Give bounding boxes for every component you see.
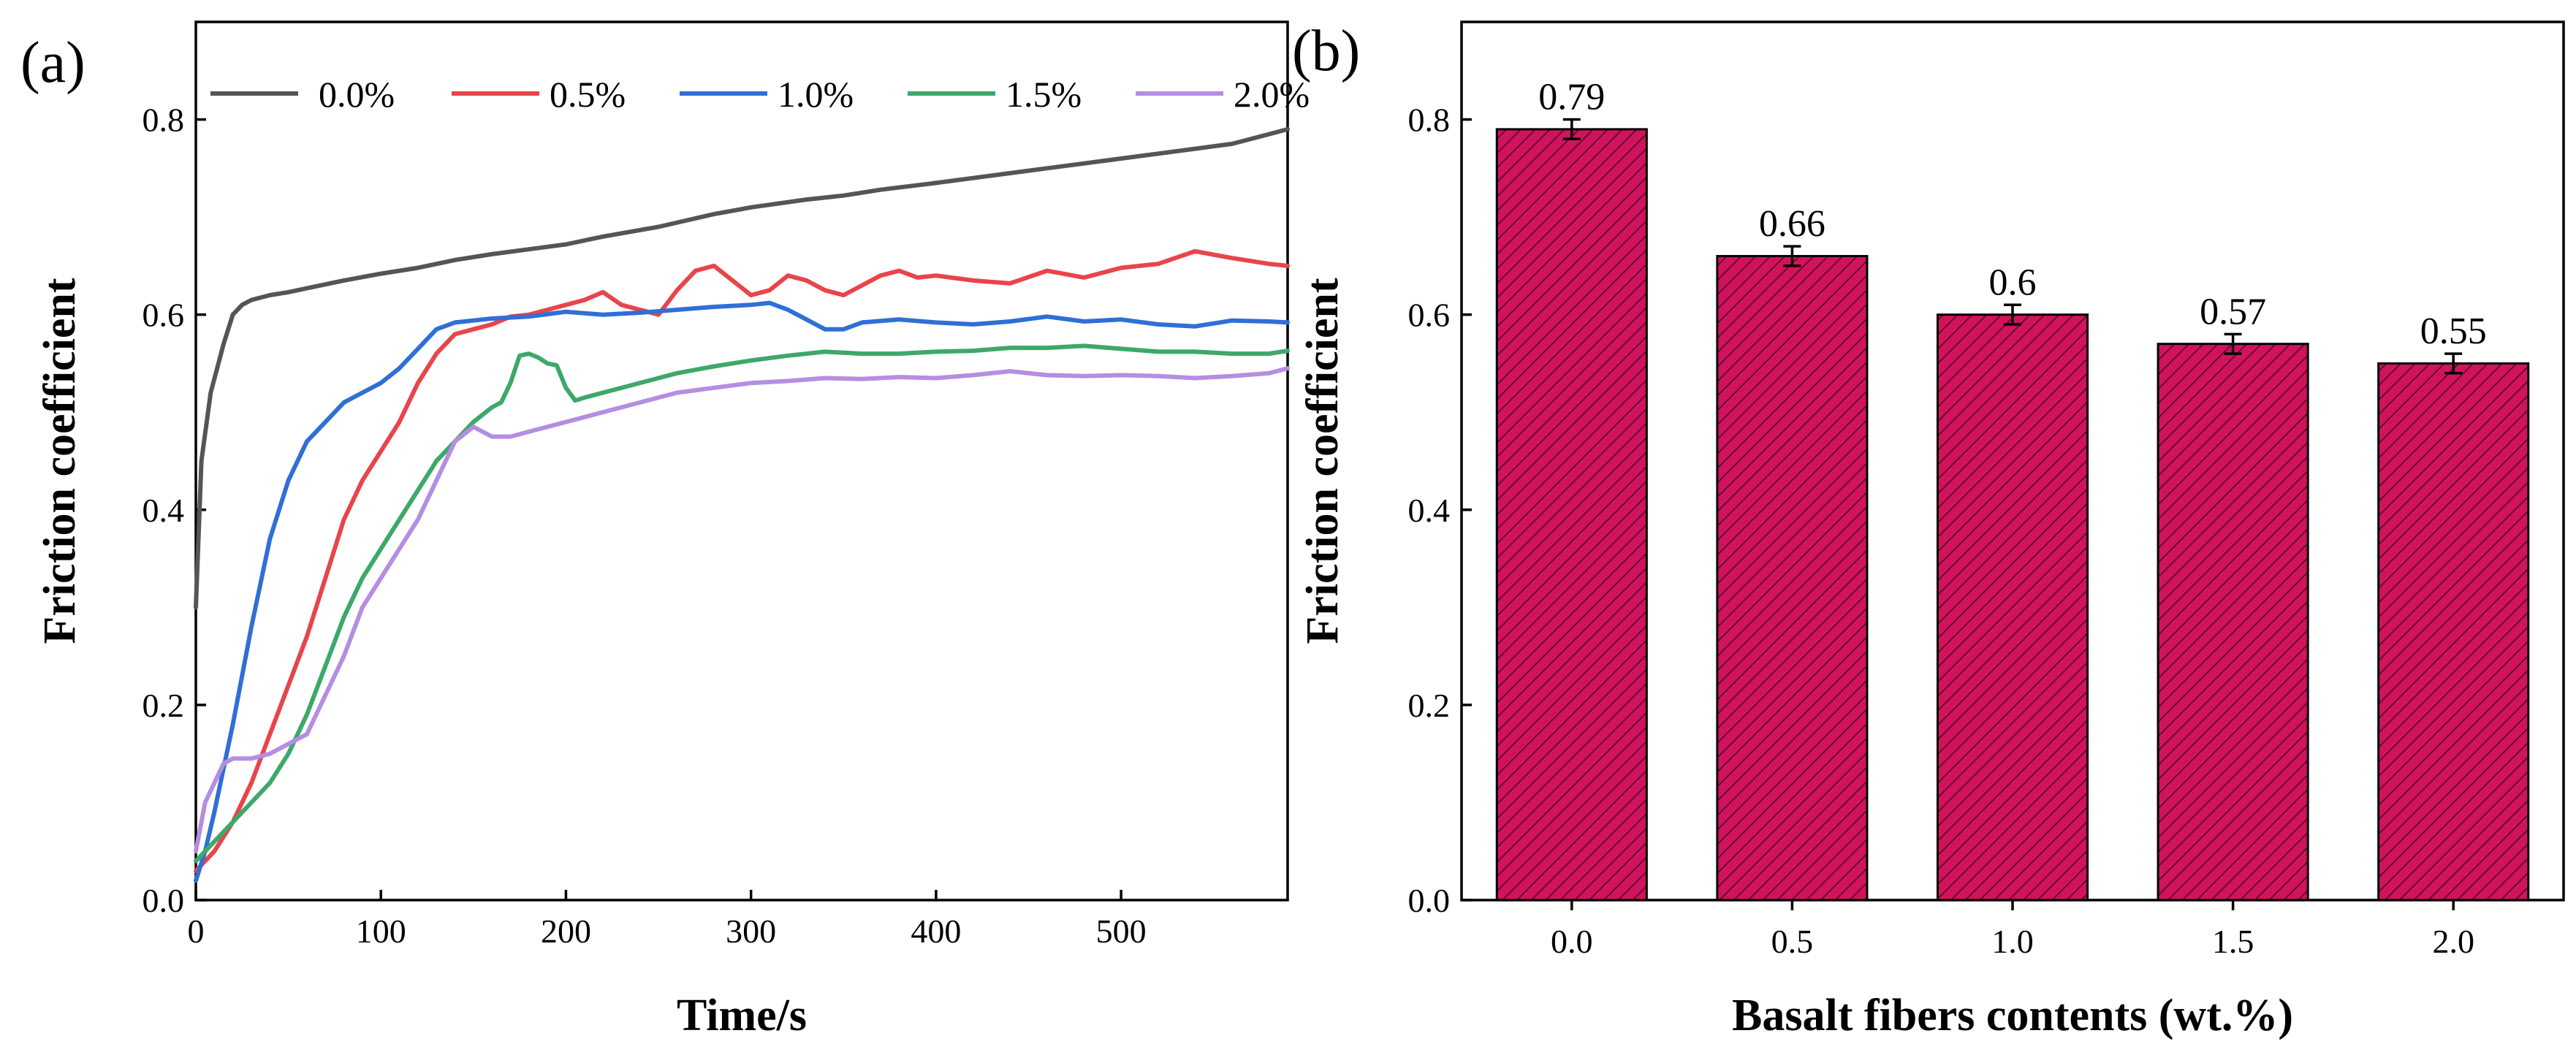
panel-b-y-tick-label: 0.2 [1408, 687, 1451, 724]
panel-b-bar-chart: (b) 0.00.20.40.60.8 0.790.660.60.57 0.55 … [1292, 19, 2565, 1040]
panel-b-x-tick-label: 0.5 [1771, 923, 1814, 960]
panel-b-y-tick-label: 0.0 [1408, 882, 1451, 919]
bar-1-5 [2157, 343, 2309, 902]
panel-a-y-tick-label: 0.6 [143, 297, 185, 334]
panel-b-y-axis-label: Friction coefficient [1298, 278, 1348, 644]
series-line-15-pct [194, 343, 1290, 864]
legend-label: 0.0% [319, 74, 395, 115]
legend-label: 2.0% [1234, 74, 1310, 115]
panel-a-x-tick-label: 300 [726, 912, 776, 950]
panel-b-x-tick-label: 0.0 [1551, 923, 1593, 960]
panel-b-y-tick-label: 0.4 [1408, 492, 1451, 529]
panel-a-x-tick-label: 400 [911, 912, 961, 950]
bar-value-label: 0.79 [1538, 77, 1605, 118]
bar-0-5 [1716, 255, 1869, 902]
legend-label: 1.0% [778, 74, 854, 115]
panel-a-x-axis-label: Time/s [677, 991, 807, 1040]
panel-a-x-tick-label: 200 [541, 912, 591, 950]
series-line-05-pct [194, 248, 1290, 873]
legend-label: 1.5% [1006, 74, 1082, 115]
series-line-00-pct [194, 126, 1290, 610]
panel-b-x-tick-label: 1.5 [2212, 923, 2254, 960]
panel-a-x-tick-label: 500 [1096, 912, 1147, 950]
panel-a-plot-frame [194, 20, 1289, 902]
bar-2-0 [2377, 362, 2530, 902]
panel-b-x-tick-label: 2.0 [2432, 923, 2474, 960]
panel-b-x-axis-label: Basalt fibers contents (wt.%) [1732, 991, 2293, 1040]
panel-a-line-chart: (a) 0.0 0.2 0.4 0.6 0.8 0 100 200 300 400 500 0.0… [20, 20, 1310, 1040]
panel-a-y-tick-label: 0.8 [143, 102, 185, 139]
panel-b-label: (b) [1292, 19, 1360, 83]
panel-a-label: (a) [20, 31, 86, 95]
panel-a-y-tick-label: 0.0 [143, 882, 185, 919]
panel-a-y-tick-label: 0.2 [143, 687, 185, 724]
panel-a-y-tick-label: 0.4 [143, 492, 185, 529]
bar-value-label: 0.57 [2200, 291, 2266, 332]
panel-a-x-tick-label: 0 [188, 912, 205, 950]
panel-a-y-axis-label: Friction coefficient [35, 278, 85, 644]
panel-b-y-tick-label: 0.8 [1408, 102, 1451, 139]
series-line-10-pct [194, 300, 1290, 883]
series-line-20-pct [194, 366, 1290, 854]
legend-label: 0.5% [550, 74, 626, 115]
bar-value-label: 0.55 [2420, 310, 2487, 352]
bar-0-0 [1495, 128, 1648, 902]
panel-a-x-tick-label: 100 [356, 912, 406, 950]
panel-b-x-tick-label: 1.0 [1991, 923, 2034, 960]
panel-a-legend: 0.0% 0.5% 1.0% 1.5% 2.0% [210, 74, 1310, 115]
bar-value-label: 0.66 [1759, 203, 1825, 245]
bar-value-label: 0.6 [1989, 262, 2037, 303]
panel-b-y-tick-label: 0.6 [1408, 297, 1451, 334]
bar-1-0 [1936, 313, 2089, 902]
